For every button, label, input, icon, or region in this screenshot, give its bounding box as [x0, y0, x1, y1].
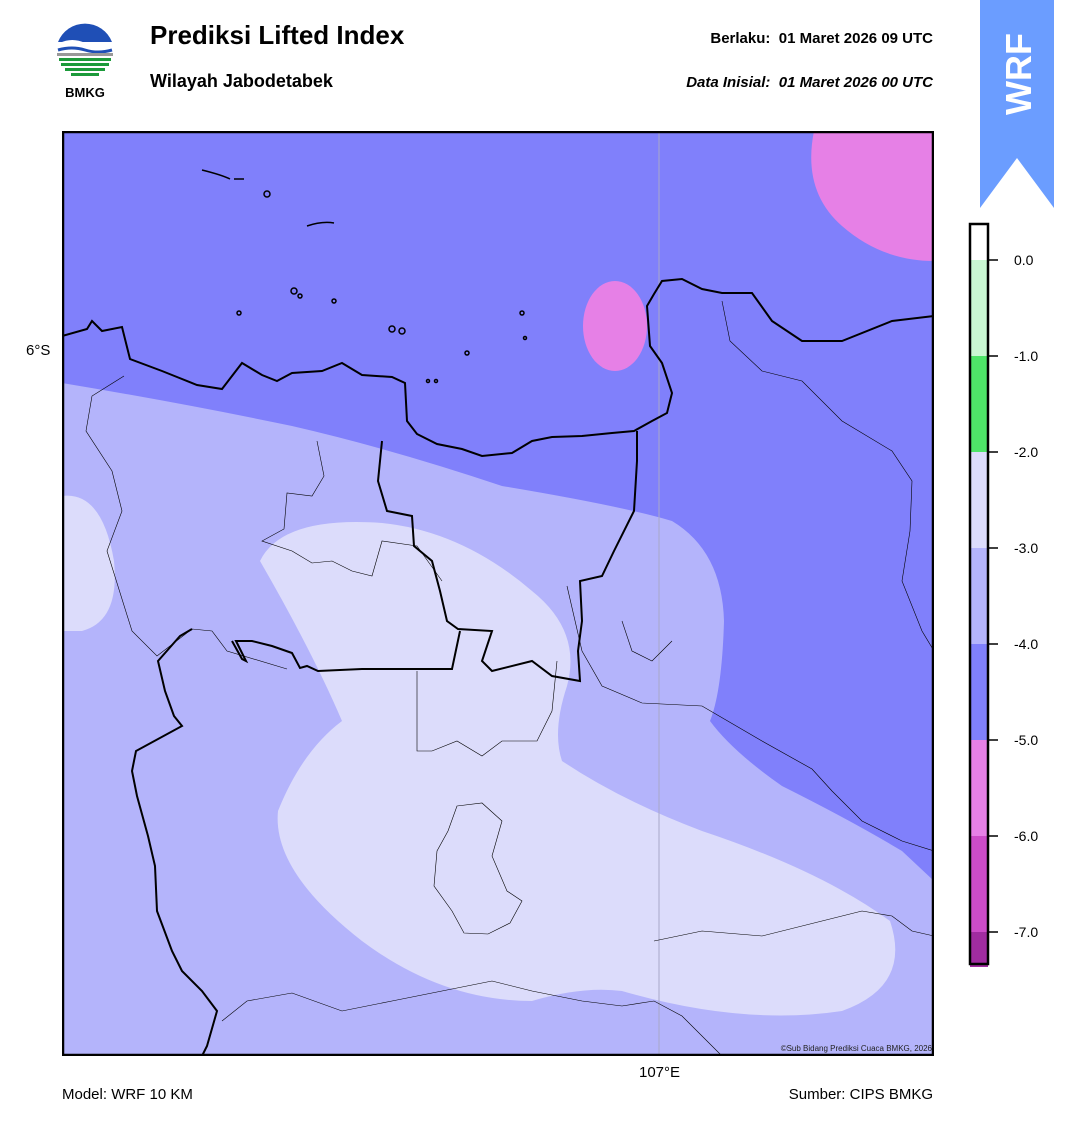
band-minus-6-north	[583, 281, 647, 371]
colorbar-band	[970, 836, 988, 932]
valid-value: 01 Maret 2026 09 UTC	[778, 30, 933, 47]
colorbar-ticks: 0.0 -1.0 -2.0 -3.0 -4.0 -5.0 -6.0 -7.0	[988, 252, 1038, 940]
bmkg-logo-icon	[56, 21, 114, 79]
colorbar-band	[970, 932, 988, 967]
init-value: 01 Maret 2026 00 UTC	[778, 74, 933, 91]
colorbar: 0.0 -1.0 -2.0 -3.0 -4.0 -5.0 -6.0 -7.0	[968, 222, 1038, 967]
colorbar-band	[970, 356, 988, 452]
init-time: Data Inisial: 01 Maret 2026 00 UTC	[686, 74, 933, 91]
colorbar-band	[970, 452, 988, 548]
colorbar-band	[970, 224, 988, 260]
lon-label: 107°E	[639, 1064, 681, 1081]
valid-time: Berlaku: 01 Maret 2026 09 UTC	[710, 30, 933, 47]
band-minus-3-region	[260, 522, 896, 1016]
wrf-badge-text: WRF	[998, 33, 1039, 115]
lifted-index-map	[62, 131, 934, 1056]
band-minus-6-northeast	[811, 131, 934, 261]
model-label: Model: WRF 10 KM	[62, 1086, 193, 1103]
province-border-west	[130, 628, 219, 1056]
lat-label: 6°S	[26, 342, 51, 359]
band-minus-3-west	[62, 495, 115, 631]
colorbar-tick-label: -2.0	[1014, 444, 1038, 460]
page-subtitle: Wilayah Jabodetabek	[150, 71, 333, 91]
colorbar-tick-label: 0.0	[1014, 252, 1034, 268]
province-border	[376, 431, 638, 683]
colorbar-tick-label: -7.0	[1014, 924, 1038, 940]
regency-borders	[85, 300, 934, 1056]
map-frame	[62, 131, 934, 1056]
colorbar-band	[970, 740, 988, 836]
coastline	[62, 277, 934, 458]
colorbar-tick-label: -1.0	[1014, 348, 1038, 364]
init-label: Data Inisial:	[686, 74, 771, 91]
colorbar-frame	[968, 222, 990, 966]
colorbar-tick-label: -3.0	[1014, 540, 1038, 556]
colorbar-bands	[970, 224, 988, 967]
colorbar-tick-label: -5.0	[1014, 732, 1038, 748]
province-border-south	[231, 630, 461, 673]
colorbar-tick-label: -4.0	[1014, 636, 1038, 652]
valid-label: Berlaku:	[710, 30, 771, 47]
colorbar-tick-label: -6.0	[1014, 828, 1038, 844]
colorbar-band	[970, 260, 988, 356]
colorbar-band	[970, 548, 988, 644]
source-label: Sumber: CIPS BMKG	[788, 1086, 933, 1103]
credit-text: ©Sub Bidang Prediksi Cuaca BMKG, 2026	[780, 1044, 932, 1053]
wrf-badge: WRF	[980, 0, 1054, 208]
colorbar-band	[970, 644, 988, 740]
thousand-islands	[201, 169, 528, 384]
logo-text: BMKG	[65, 85, 105, 100]
page-title: Prediksi Lifted Index	[150, 20, 405, 50]
